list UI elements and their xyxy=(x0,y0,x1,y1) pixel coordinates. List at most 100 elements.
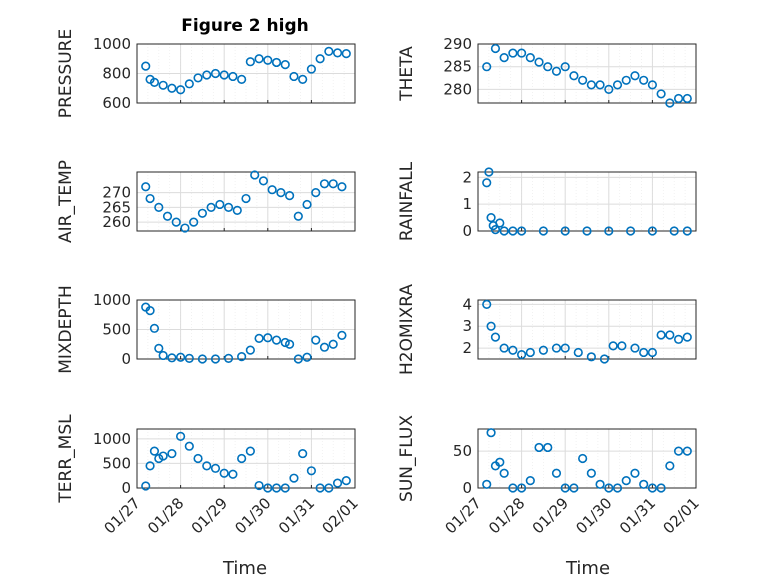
data-point xyxy=(499,343,509,353)
data-point xyxy=(271,335,282,345)
data-point xyxy=(490,332,501,342)
data-point xyxy=(604,483,614,493)
data-point xyxy=(219,70,229,80)
data-point xyxy=(543,62,553,72)
data-point xyxy=(525,347,535,358)
data-point xyxy=(315,54,325,64)
data-point xyxy=(516,350,527,360)
data-point xyxy=(180,223,190,233)
y-tick-label: 260 xyxy=(102,213,131,231)
data-point xyxy=(486,321,496,331)
data-point xyxy=(612,483,623,493)
data-point xyxy=(263,483,273,493)
data-point xyxy=(499,468,509,478)
data-point xyxy=(495,218,505,228)
axes-box xyxy=(136,428,356,489)
data-point xyxy=(158,80,168,90)
data-point xyxy=(595,80,605,90)
data-point xyxy=(202,70,212,80)
data-point xyxy=(176,85,186,95)
data-point xyxy=(210,463,221,473)
data-point xyxy=(193,453,203,464)
x-axis-label-right: Time xyxy=(565,558,610,579)
data-point xyxy=(289,71,299,82)
data-point xyxy=(486,428,496,438)
data-point xyxy=(271,57,282,68)
data-point xyxy=(337,182,347,192)
y-axis-label: H2OMIXRA xyxy=(397,284,417,375)
data-point xyxy=(237,352,247,362)
data-point xyxy=(141,182,151,192)
data-point xyxy=(189,217,199,227)
data-point xyxy=(241,193,251,204)
data-point xyxy=(171,217,181,227)
data-point xyxy=(254,480,264,491)
data-point xyxy=(141,481,151,491)
data-point xyxy=(647,347,658,358)
data-point xyxy=(254,333,264,343)
data-point xyxy=(149,77,160,87)
data-point xyxy=(210,68,221,79)
data-point xyxy=(647,483,658,493)
data-point xyxy=(250,170,260,180)
data-point xyxy=(223,353,234,364)
data-point xyxy=(612,80,623,90)
data-point xyxy=(215,199,225,210)
data-point xyxy=(682,446,692,456)
data-point xyxy=(210,354,221,364)
data-point xyxy=(560,343,570,353)
data-point xyxy=(285,191,295,201)
data-point xyxy=(306,466,317,476)
data-point xyxy=(154,202,164,212)
data-point xyxy=(319,342,330,352)
y-tick-label: 3 xyxy=(462,317,472,335)
data-point xyxy=(560,62,570,72)
data-point xyxy=(551,468,562,478)
y-tick-label: 285 xyxy=(443,58,472,76)
data-point xyxy=(486,212,496,223)
data-point xyxy=(525,53,535,63)
data-point xyxy=(184,441,194,451)
data-point xyxy=(158,350,168,361)
data-point xyxy=(184,79,194,89)
data-point xyxy=(267,185,277,195)
data-point xyxy=(306,64,317,74)
data-point xyxy=(298,448,308,459)
data-point xyxy=(167,448,177,459)
data-point xyxy=(228,71,238,82)
data-point xyxy=(569,483,579,493)
data-point xyxy=(324,483,334,493)
x-tick-label: 02/01 xyxy=(660,494,703,537)
data-point xyxy=(293,354,303,364)
data-point xyxy=(499,226,509,236)
axes-box xyxy=(477,43,697,104)
x-tick-label: 02/01 xyxy=(319,494,362,537)
data-point xyxy=(621,476,631,486)
data-point xyxy=(569,71,579,81)
data-point xyxy=(625,226,636,236)
y-tick-label: 270 xyxy=(102,184,131,202)
data-point xyxy=(328,179,338,189)
data-point xyxy=(223,202,234,212)
data-point xyxy=(682,332,692,342)
data-point xyxy=(551,66,562,76)
y-tick-label: 280 xyxy=(443,80,472,98)
y-tick-label: 1000 xyxy=(93,291,131,309)
data-point xyxy=(337,330,347,341)
x-tick-label: 01/30 xyxy=(572,494,615,537)
data-point xyxy=(154,343,164,353)
data-point xyxy=(197,208,207,218)
data-point xyxy=(197,354,207,364)
data-point xyxy=(499,53,509,63)
data-point xyxy=(673,446,684,456)
data-point xyxy=(604,84,614,94)
data-point xyxy=(665,98,675,108)
data-point xyxy=(673,93,684,104)
data-point xyxy=(621,75,631,85)
data-point xyxy=(263,333,273,343)
y-tick-label: 2 xyxy=(462,168,472,186)
data-point xyxy=(586,468,596,478)
data-point xyxy=(276,188,286,198)
x-tick-label: 01/28 xyxy=(144,494,187,537)
data-point xyxy=(647,226,658,236)
